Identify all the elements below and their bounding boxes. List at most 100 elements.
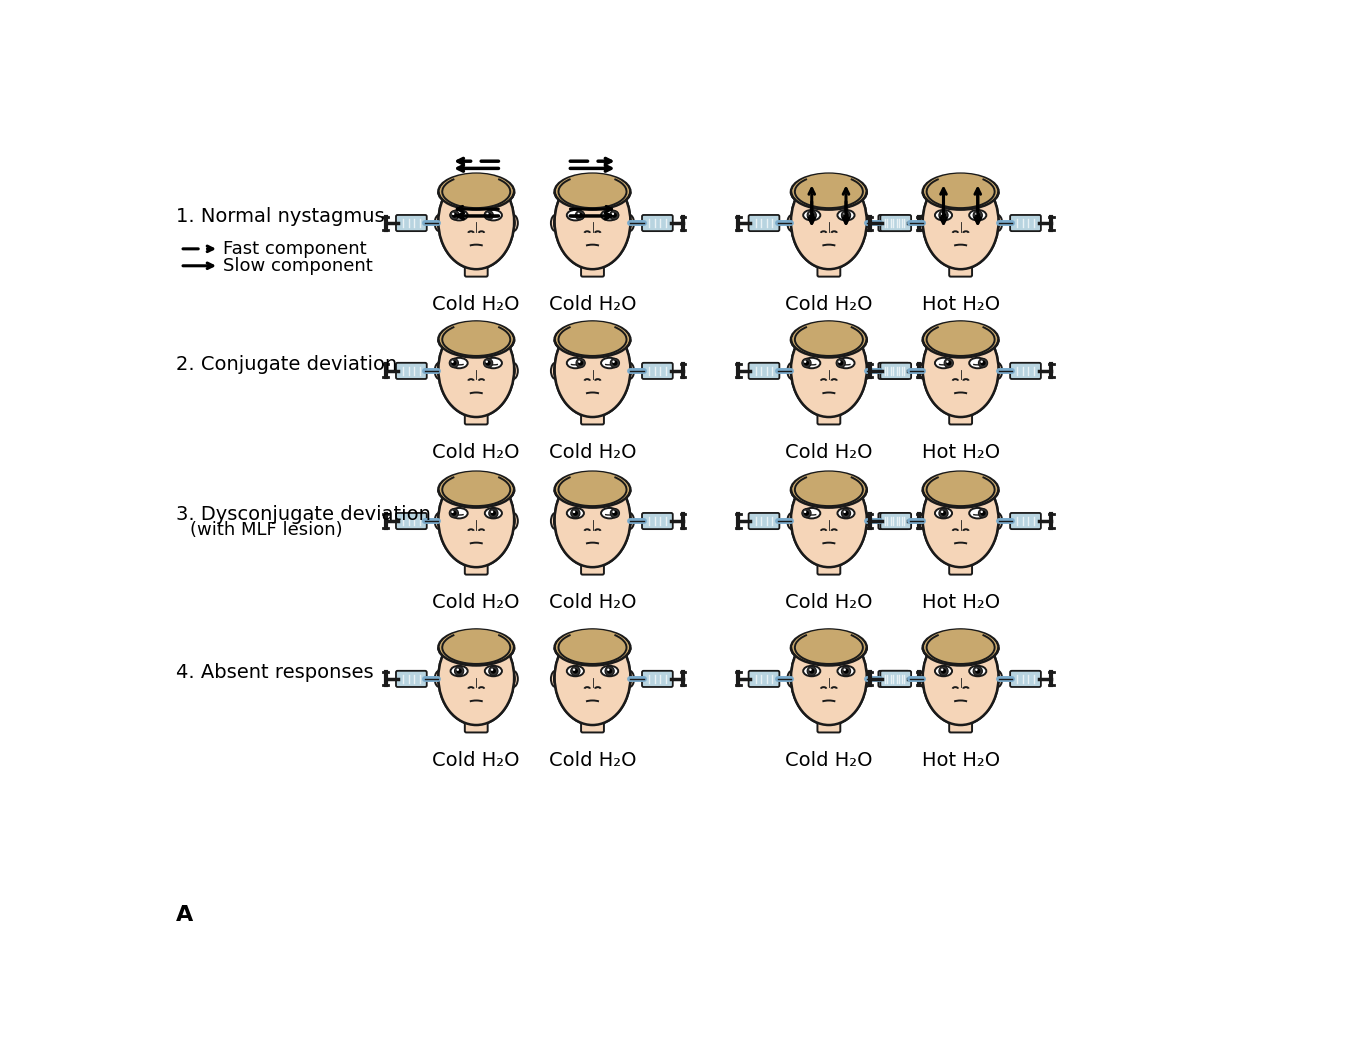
Circle shape bbox=[844, 668, 849, 673]
Circle shape bbox=[611, 213, 614, 215]
Circle shape bbox=[457, 669, 459, 671]
Ellipse shape bbox=[837, 210, 855, 221]
Ellipse shape bbox=[485, 358, 502, 369]
Text: A: A bbox=[177, 905, 193, 925]
Ellipse shape bbox=[992, 215, 1002, 231]
Ellipse shape bbox=[438, 174, 514, 269]
Circle shape bbox=[486, 213, 491, 218]
Ellipse shape bbox=[935, 508, 953, 518]
Ellipse shape bbox=[791, 322, 867, 417]
Ellipse shape bbox=[803, 358, 821, 369]
FancyBboxPatch shape bbox=[818, 716, 840, 733]
Ellipse shape bbox=[863, 674, 868, 684]
Ellipse shape bbox=[863, 516, 868, 527]
Ellipse shape bbox=[992, 362, 1002, 379]
FancyBboxPatch shape bbox=[881, 215, 911, 231]
Circle shape bbox=[456, 668, 461, 673]
Ellipse shape bbox=[438, 321, 514, 357]
Ellipse shape bbox=[438, 630, 514, 725]
Text: Cold H₂O: Cold H₂O bbox=[785, 443, 872, 462]
Ellipse shape bbox=[555, 174, 630, 269]
Ellipse shape bbox=[623, 513, 634, 530]
Ellipse shape bbox=[554, 516, 559, 527]
Ellipse shape bbox=[444, 174, 509, 269]
Ellipse shape bbox=[787, 670, 798, 688]
Ellipse shape bbox=[921, 365, 927, 376]
Circle shape bbox=[573, 668, 578, 673]
Ellipse shape bbox=[791, 174, 867, 209]
Ellipse shape bbox=[791, 471, 867, 508]
Ellipse shape bbox=[924, 174, 998, 209]
Circle shape bbox=[940, 213, 943, 215]
Text: Hot H₂O: Hot H₂O bbox=[921, 751, 1000, 770]
Ellipse shape bbox=[555, 630, 630, 725]
Ellipse shape bbox=[791, 322, 867, 417]
Ellipse shape bbox=[434, 215, 445, 231]
Ellipse shape bbox=[559, 322, 625, 417]
FancyBboxPatch shape bbox=[642, 513, 672, 529]
Ellipse shape bbox=[791, 629, 867, 666]
Text: 2. Conjugate deviation: 2. Conjugate deviation bbox=[177, 355, 397, 374]
FancyBboxPatch shape bbox=[749, 671, 780, 687]
Circle shape bbox=[607, 668, 612, 673]
Ellipse shape bbox=[787, 513, 798, 530]
Circle shape bbox=[804, 360, 808, 365]
Ellipse shape bbox=[924, 629, 998, 666]
Circle shape bbox=[491, 511, 495, 516]
Circle shape bbox=[976, 669, 977, 671]
Ellipse shape bbox=[438, 472, 514, 567]
Ellipse shape bbox=[602, 358, 618, 369]
Ellipse shape bbox=[566, 358, 584, 369]
Ellipse shape bbox=[803, 508, 821, 518]
Circle shape bbox=[573, 669, 576, 671]
Ellipse shape bbox=[555, 322, 630, 417]
FancyBboxPatch shape bbox=[396, 513, 427, 529]
Circle shape bbox=[577, 213, 580, 215]
FancyBboxPatch shape bbox=[949, 261, 972, 276]
Circle shape bbox=[841, 667, 851, 675]
Ellipse shape bbox=[551, 362, 562, 379]
Circle shape bbox=[841, 509, 851, 518]
Circle shape bbox=[610, 210, 619, 220]
Ellipse shape bbox=[434, 513, 445, 530]
Ellipse shape bbox=[510, 516, 516, 527]
Ellipse shape bbox=[555, 174, 630, 269]
Ellipse shape bbox=[623, 362, 634, 379]
Circle shape bbox=[573, 511, 578, 516]
FancyBboxPatch shape bbox=[581, 261, 604, 276]
Circle shape bbox=[491, 511, 493, 513]
Ellipse shape bbox=[923, 174, 999, 269]
Circle shape bbox=[940, 511, 943, 513]
Circle shape bbox=[844, 511, 849, 516]
Ellipse shape bbox=[791, 472, 867, 567]
Circle shape bbox=[979, 358, 988, 367]
FancyBboxPatch shape bbox=[881, 671, 911, 687]
Ellipse shape bbox=[992, 670, 1002, 688]
Circle shape bbox=[573, 511, 576, 513]
Ellipse shape bbox=[626, 674, 632, 684]
Ellipse shape bbox=[438, 174, 514, 269]
Ellipse shape bbox=[438, 322, 514, 417]
Ellipse shape bbox=[969, 358, 987, 369]
Circle shape bbox=[486, 360, 489, 363]
Ellipse shape bbox=[969, 508, 987, 518]
Circle shape bbox=[491, 669, 493, 671]
FancyBboxPatch shape bbox=[1010, 215, 1041, 231]
Ellipse shape bbox=[789, 365, 795, 376]
Ellipse shape bbox=[919, 513, 930, 530]
Ellipse shape bbox=[860, 215, 871, 231]
Circle shape bbox=[802, 358, 811, 367]
Ellipse shape bbox=[438, 174, 514, 209]
Ellipse shape bbox=[803, 666, 821, 676]
Text: Hot H₂O: Hot H₂O bbox=[921, 443, 1000, 462]
Ellipse shape bbox=[921, 674, 927, 684]
FancyBboxPatch shape bbox=[818, 558, 840, 575]
Ellipse shape bbox=[437, 365, 442, 376]
Circle shape bbox=[578, 360, 581, 363]
Circle shape bbox=[844, 213, 849, 218]
Ellipse shape bbox=[510, 218, 516, 228]
Ellipse shape bbox=[566, 210, 584, 221]
Text: Cold H₂O: Cold H₂O bbox=[548, 751, 636, 770]
FancyBboxPatch shape bbox=[878, 513, 909, 529]
Text: Cold H₂O: Cold H₂O bbox=[785, 593, 872, 611]
